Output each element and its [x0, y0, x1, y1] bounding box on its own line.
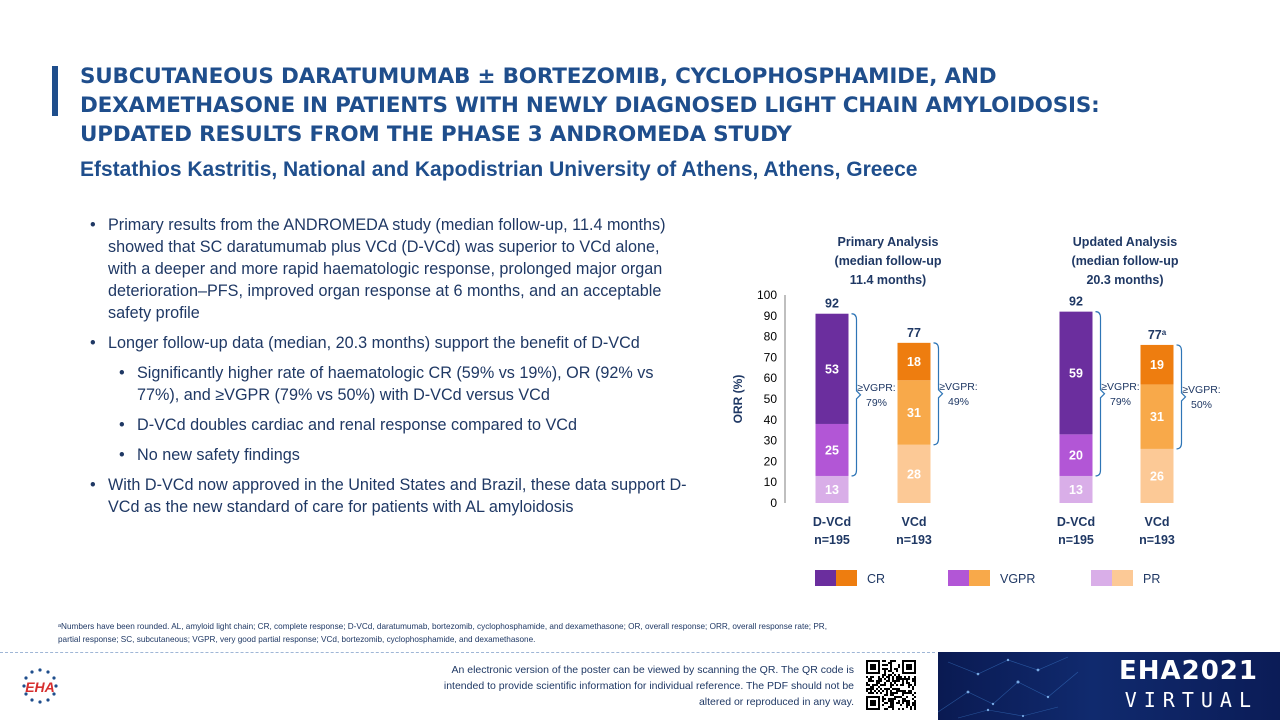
x-tick-label: n=195: [1058, 533, 1094, 547]
segment-value-label: 18: [907, 355, 921, 369]
vgpr-bracket: [851, 313, 862, 477]
bullet-item: With D-VCd now approved in the United St…: [88, 474, 688, 518]
segment-value-label: 59: [1069, 367, 1083, 381]
bar-segment-vgpr: [1059, 434, 1093, 476]
bar-total-label: 92: [825, 297, 839, 311]
bar-total-label: 77a: [1148, 327, 1167, 342]
bracket-label: ≥VGPR:: [857, 382, 895, 394]
eha-logo-text: EHA: [25, 679, 55, 695]
bar-segment-cr: [815, 313, 849, 424]
bracket-label: ≥VGPR:: [1101, 381, 1139, 393]
bracket-label: 79%: [866, 397, 887, 409]
segment-value-label: 19: [1150, 358, 1164, 372]
sub-bullet-item: Significantly higher rate of haematologi…: [117, 362, 688, 406]
bullet-item: Longer follow-up data (median, 20.3 mont…: [88, 332, 688, 354]
bracket-label: 50%: [1191, 399, 1212, 411]
legend-label: CR: [867, 572, 885, 586]
bar-total-label: 77: [907, 326, 921, 340]
group-title: 20.3 months): [1086, 273, 1163, 287]
y-tick-label: 30: [764, 434, 778, 448]
y-tick-label: 100: [757, 288, 777, 302]
bar-segment-vgpr: [815, 423, 849, 476]
y-axis-label: ORR (%): [731, 375, 745, 424]
y-tick-label: 70: [764, 350, 778, 364]
bracket-label: 79%: [1110, 396, 1131, 408]
footer-divider: [0, 652, 935, 653]
x-tick-label: n=195: [814, 533, 850, 547]
segment-value-label: 31: [1150, 410, 1164, 424]
bar-total-label: 92: [1069, 295, 1083, 309]
segment-value-label: 13: [825, 483, 839, 497]
group-title: 11.4 months): [850, 273, 926, 287]
sub-bullet-item: No new safety findings: [117, 444, 688, 466]
x-tick-label: D-VCd: [813, 515, 851, 529]
eha-logo: EHA: [14, 664, 66, 710]
segment-value-label: 26: [1150, 469, 1164, 483]
legend-swatch: [836, 570, 857, 586]
group-title: (median follow-up: [1072, 254, 1179, 268]
y-tick-label: 40: [764, 413, 778, 427]
sub-bullet-item: D-VCd doubles cardiac and renal response…: [117, 414, 688, 436]
event-banner: EHA2021 VIRTUAL: [938, 652, 1280, 720]
bracket-label: ≥VGPR:: [1182, 384, 1220, 396]
x-tick-label: n=193: [896, 533, 932, 547]
segment-value-label: 20: [1069, 449, 1083, 463]
legend-swatch: [1112, 570, 1133, 586]
group-title: Updated Analysis: [1073, 235, 1177, 249]
legend-label: VGPR: [1000, 572, 1035, 586]
title-accent-bar: [52, 66, 58, 116]
bracket-label: 49%: [948, 396, 969, 408]
footnote: ᵃNumbers have been rounded. AL, amyloid …: [58, 622, 827, 644]
y-tick-label: 10: [764, 475, 778, 489]
bar-segment-pr: [897, 444, 931, 503]
y-tick-label: 0: [770, 496, 777, 510]
vgpr-bracket: [1095, 311, 1106, 477]
segment-value-label: 13: [1069, 483, 1083, 497]
author-affiliation: Efstathios Kastritis, National and Kapod…: [80, 158, 918, 181]
y-tick-label: 20: [764, 454, 778, 468]
segment-value-label: 31: [907, 406, 921, 420]
segment-value-label: 25: [825, 443, 839, 457]
banner-subtitle: VIRTUAL: [1124, 688, 1258, 712]
y-tick-label: 80: [764, 330, 778, 344]
legend-swatch: [815, 570, 836, 586]
y-tick-label: 50: [764, 392, 778, 406]
vgpr-bracket: [1176, 344, 1187, 450]
y-tick-label: 90: [764, 309, 778, 323]
vgpr-bracket: [933, 342, 944, 446]
qr-code[interactable]: [866, 660, 916, 710]
bar-segment-cr: [1140, 344, 1174, 385]
segment-value-label: 53: [825, 362, 839, 376]
x-tick-label: VCd: [902, 515, 927, 529]
legend-swatch: [969, 570, 990, 586]
orr-stacked-bar-chart: 0 10 20 30 40 50 60 70 80 90 100 ORR (%) Primary Ana…: [720, 215, 1260, 595]
bullet-item: Primary results from the ANDROMEDA study…: [88, 214, 688, 324]
bar-segment-vgpr: [1140, 384, 1174, 449]
group-title: Primary Analysis: [838, 235, 939, 249]
bar-segment-pr: [815, 475, 849, 503]
x-tick-label: D-VCd: [1057, 515, 1095, 529]
bar-segment-cr: [1059, 311, 1093, 435]
group-title: (median follow-up: [835, 254, 942, 268]
legend-swatch: [1091, 570, 1112, 586]
legend-label: PR: [1143, 572, 1160, 586]
qr-disclaimer: An electronic version of the poster can …: [443, 664, 854, 708]
key-findings-list: Primary results from the ANDROMEDA study…: [88, 214, 688, 526]
bar-segment-cr: [897, 342, 931, 381]
segment-value-label: 28: [907, 467, 921, 481]
legend-swatch: [948, 570, 969, 586]
bar-segment-pr: [1059, 475, 1093, 503]
x-tick-label: n=193: [1139, 533, 1175, 547]
chart-svg: 0 10 20 30 40 50 60 70 80 90 100 ORR (%) Primary Ana…: [731, 235, 1221, 586]
y-tick-label: 60: [764, 371, 778, 385]
x-tick-label: VCd: [1145, 515, 1170, 529]
banner-title: EHA2021: [1118, 656, 1258, 686]
bar-segment-vgpr: [897, 380, 931, 445]
bracket-label: ≥VGPR:: [939, 381, 977, 393]
bar-segment-pr: [1140, 448, 1174, 503]
poster-title: SUBCUTANEOUS DARATUMUMAB ± BORTEZOMIB, C…: [80, 64, 1100, 147]
